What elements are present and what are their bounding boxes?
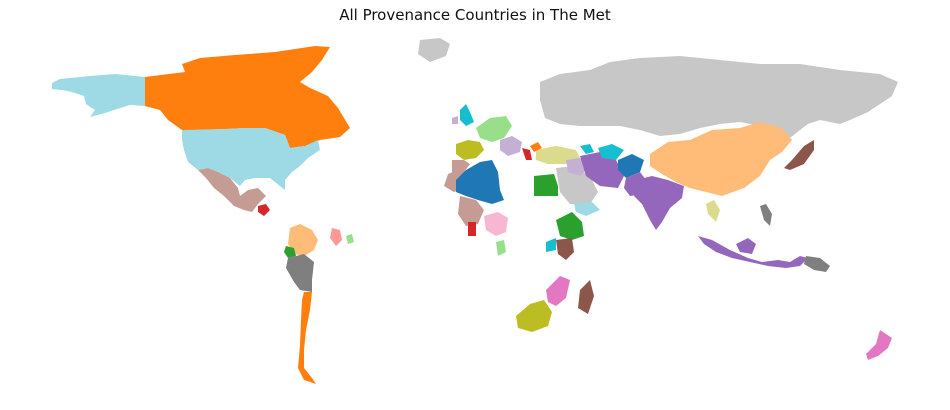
region-madagascar (578, 280, 594, 314)
region-japan (784, 140, 814, 170)
region-nigeria (484, 212, 508, 236)
region-turkmenistan (598, 144, 624, 160)
region-china (650, 122, 792, 196)
region-iran (580, 152, 624, 188)
region-indonesia (698, 236, 808, 268)
region-cameroon (496, 240, 506, 256)
region-caucasus (580, 144, 594, 154)
region-peru (286, 254, 314, 292)
region-canada (145, 46, 350, 148)
region-ghana (468, 222, 476, 236)
region-yemen (574, 202, 600, 216)
region-tanzania (556, 238, 574, 260)
region-new-zealand (866, 330, 892, 360)
region-new-guinea (804, 256, 830, 272)
region-turkey (536, 146, 580, 164)
region-france (456, 140, 484, 160)
region-ethiopia (556, 212, 584, 240)
region-balkans (500, 136, 522, 156)
region-venezuela (330, 228, 342, 246)
region-caribbean (346, 234, 354, 244)
region-russia (540, 56, 898, 142)
region-chile (298, 292, 316, 384)
region-south-africa (516, 300, 552, 332)
region-united-kingdom (460, 104, 474, 126)
region-germany (476, 116, 512, 142)
map-title: All Provenance Countries in The Met (339, 6, 611, 24)
region-philippines (760, 204, 772, 226)
region-ireland (452, 116, 458, 124)
region-india (634, 176, 684, 230)
region-afghanistan (618, 154, 644, 178)
region-thailand (706, 200, 720, 222)
region-egypt (534, 174, 558, 196)
region-spain (452, 160, 470, 172)
region-greenland (418, 38, 450, 62)
region-guatemala (258, 204, 270, 216)
region-cyprus (530, 142, 542, 152)
region-alaska (52, 74, 145, 117)
region-mauritania (458, 196, 484, 226)
region-italy (522, 148, 532, 160)
region-united-states (182, 128, 320, 190)
region-algeria (456, 160, 504, 204)
region-ecuador (284, 246, 296, 258)
region-colombia (288, 224, 318, 256)
region-mexico (198, 168, 266, 212)
region-somalia (546, 238, 556, 252)
region-mozambique (546, 276, 570, 306)
